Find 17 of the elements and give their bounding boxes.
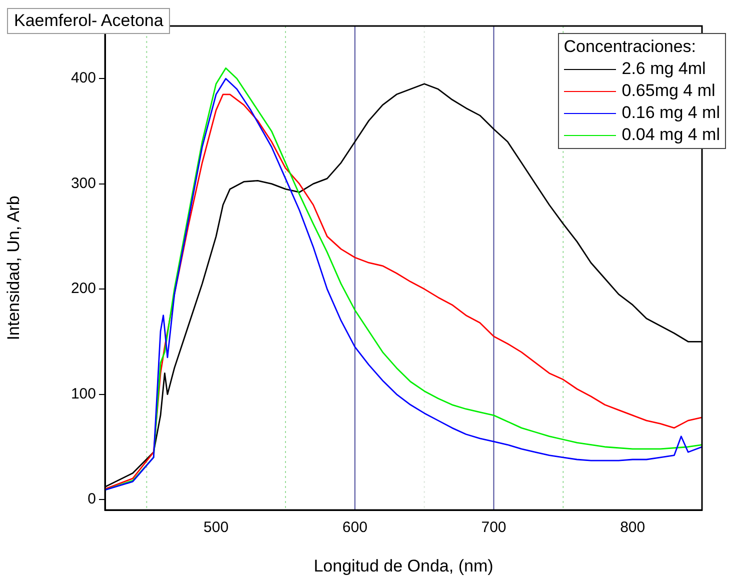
legend-label: 0.65mg 4 ml bbox=[622, 80, 716, 102]
legend-label: 0.16 mg 4 ml bbox=[622, 102, 720, 124]
x-tick-label: 700 bbox=[481, 519, 506, 536]
legend-title: Concentraciones: bbox=[564, 36, 698, 58]
y-tick-label: 0 bbox=[88, 490, 96, 508]
legend-label: 0.04 mg 4 ml bbox=[622, 124, 720, 146]
legend-label: 2.6 mg 4ml bbox=[622, 58, 706, 80]
chart-title: Kaemferol- Acetona bbox=[7, 8, 170, 34]
x-tick-label: 800 bbox=[620, 519, 646, 536]
x-axis-title: Longitud de Onda, (nm) bbox=[314, 556, 494, 576]
y-axis-title: Intensidad, Un, Arb bbox=[4, 196, 23, 340]
x-tick-label: 500 bbox=[204, 519, 229, 536]
y-tick-label: 300 bbox=[70, 174, 96, 192]
y-tick-label: 100 bbox=[70, 385, 96, 402]
y-tick-label: 400 bbox=[70, 70, 96, 87]
y-tick-label: 200 bbox=[70, 280, 96, 298]
x-tick-label: 600 bbox=[342, 519, 368, 536]
